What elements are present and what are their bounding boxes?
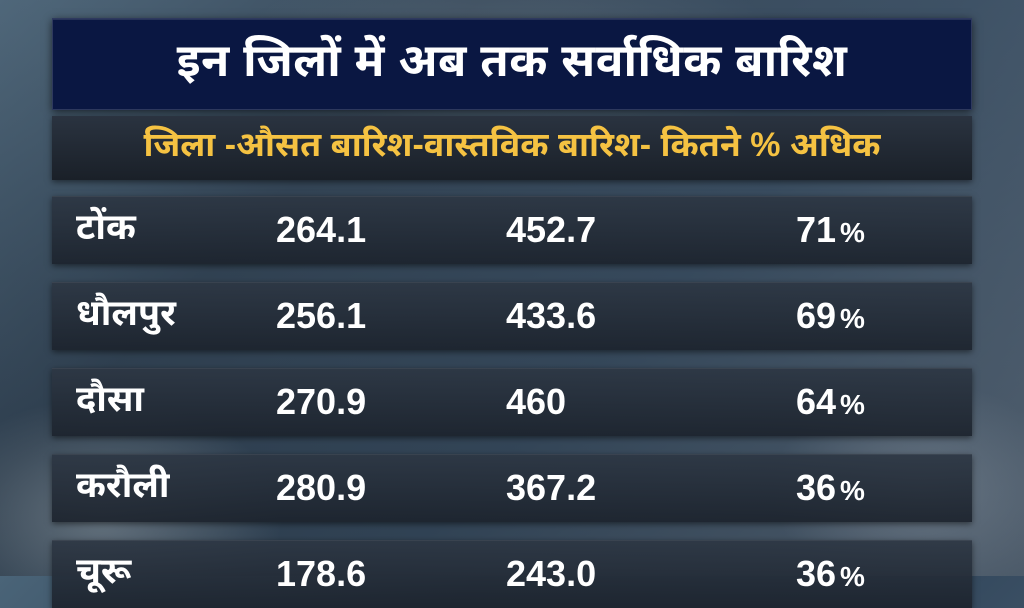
pct-sign: %	[840, 217, 865, 248]
actual-rain-cell: 433.6	[476, 295, 736, 337]
actual-rain-cell: 367.2	[476, 467, 736, 509]
avg-rain-cell: 280.9	[276, 467, 476, 509]
title-text: इन जिलों में अब तक सर्वाधिक बारिश	[73, 33, 951, 95]
district-cell: चूरू	[76, 550, 276, 598]
avg-rain-cell: 256.1	[276, 295, 476, 337]
actual-rain-cell: 452.7	[476, 209, 736, 251]
district-cell: करौली	[76, 464, 276, 512]
actual-rain-cell: 243.0	[476, 553, 736, 595]
infographic-container: इन जिलों में अब तक सर्वाधिक बारिश जिला -…	[0, 0, 1024, 576]
table-row: दौसा 270.9 460 64%	[52, 368, 972, 436]
district-cell: धौलपुर	[76, 292, 276, 340]
district-cell: दौसा	[76, 378, 276, 426]
table-row: करौली 280.9 367.2 36%	[52, 454, 972, 522]
pct-cell: 64%	[736, 381, 948, 423]
pct-value: 71	[796, 209, 836, 250]
pct-value: 36	[796, 553, 836, 594]
pct-value: 64	[796, 381, 836, 422]
pct-value: 69	[796, 295, 836, 336]
column-header-text: जिला -औसत बारिश-वास्तविक बारिश- कितने % …	[72, 126, 952, 170]
data-rows: टोंक 264.1 452.7 71% धौलपुर 256.1 433.6 …	[52, 196, 972, 608]
pct-cell: 36%	[736, 467, 948, 509]
actual-rain-cell: 460	[476, 381, 736, 423]
pct-cell: 69%	[736, 295, 948, 337]
column-header-bar: जिला -औसत बारिश-वास्तविक बारिश- कितने % …	[52, 116, 972, 180]
pct-sign: %	[840, 303, 865, 334]
title-bar: इन जिलों में अब तक सर्वाधिक बारिश	[52, 18, 972, 110]
avg-rain-cell: 270.9	[276, 381, 476, 423]
table-row: चूरू 178.6 243.0 36%	[52, 540, 972, 608]
table-row: टोंक 264.1 452.7 71%	[52, 196, 972, 264]
avg-rain-cell: 264.1	[276, 209, 476, 251]
table-row: धौलपुर 256.1 433.6 69%	[52, 282, 972, 350]
pct-sign: %	[840, 475, 865, 506]
pct-cell: 36%	[736, 553, 948, 595]
pct-cell: 71%	[736, 209, 948, 251]
pct-value: 36	[796, 467, 836, 508]
district-cell: टोंक	[76, 206, 276, 254]
pct-sign: %	[840, 389, 865, 420]
avg-rain-cell: 178.6	[276, 553, 476, 595]
pct-sign: %	[840, 561, 865, 592]
